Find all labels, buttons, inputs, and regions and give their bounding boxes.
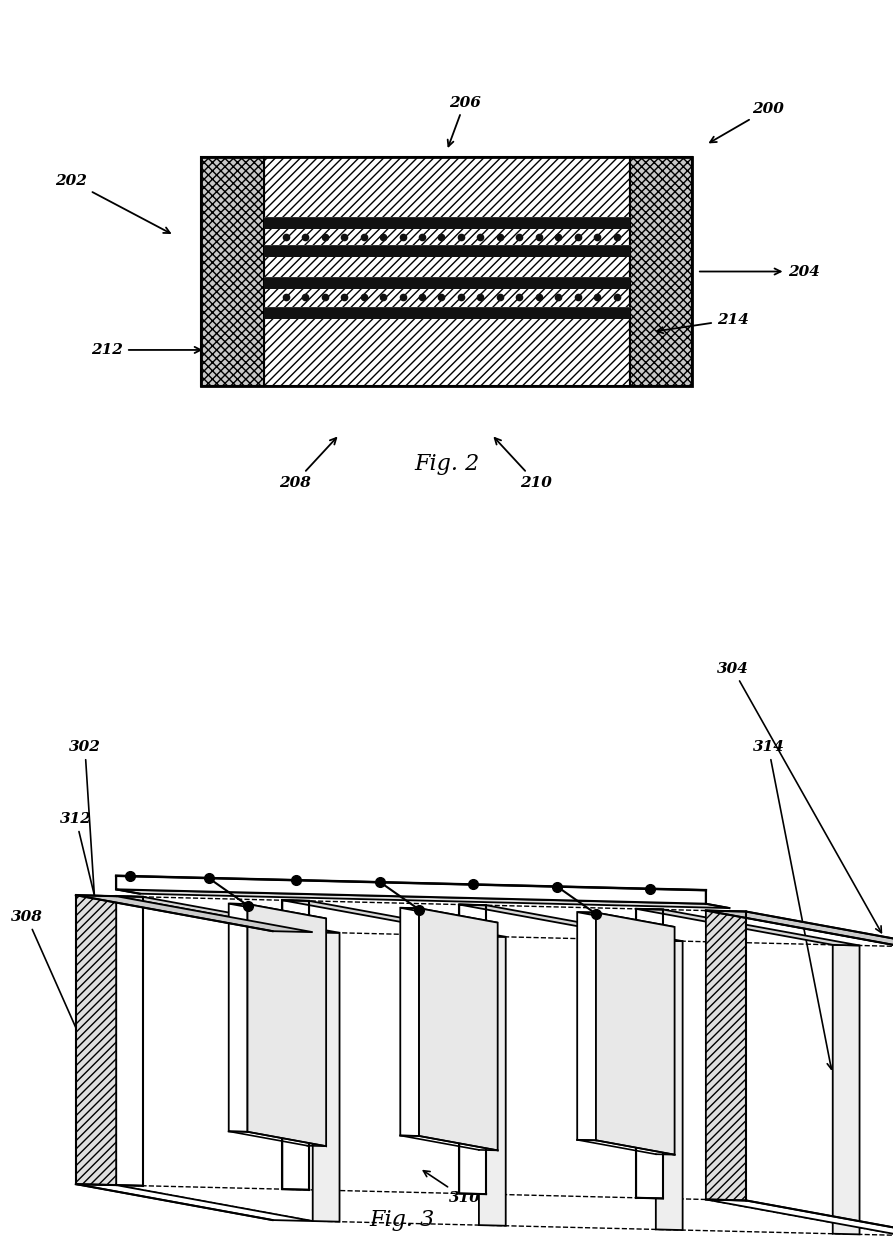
Text: 310: 310 — [423, 1170, 480, 1205]
Polygon shape — [400, 908, 497, 923]
Bar — [630, 157, 692, 386]
Polygon shape — [832, 945, 859, 1234]
Bar — [263, 245, 630, 256]
Bar — [201, 157, 692, 386]
Polygon shape — [636, 909, 859, 945]
Polygon shape — [577, 913, 674, 926]
Text: Fig. 3: Fig. 3 — [369, 1209, 435, 1231]
Polygon shape — [247, 904, 326, 1146]
Polygon shape — [313, 933, 339, 1222]
Polygon shape — [459, 905, 486, 1194]
Polygon shape — [76, 1184, 313, 1221]
Text: 304: 304 — [716, 661, 880, 933]
Polygon shape — [76, 895, 313, 933]
Polygon shape — [76, 895, 116, 1185]
Text: 302: 302 — [69, 740, 103, 978]
Polygon shape — [229, 904, 326, 919]
Polygon shape — [705, 1199, 893, 1237]
Text: 214: 214 — [656, 313, 748, 333]
Text: 212: 212 — [91, 343, 201, 357]
Text: 204: 204 — [699, 264, 820, 279]
Bar — [201, 157, 263, 386]
Text: 308: 308 — [11, 910, 106, 1096]
Text: 200: 200 — [710, 102, 784, 142]
Polygon shape — [282, 900, 505, 936]
Polygon shape — [419, 909, 497, 1150]
Bar — [263, 157, 630, 386]
Polygon shape — [705, 910, 746, 1200]
Polygon shape — [705, 910, 893, 948]
Polygon shape — [116, 896, 339, 933]
Bar — [263, 277, 630, 289]
Polygon shape — [229, 904, 247, 1131]
Text: 208: 208 — [279, 437, 336, 490]
Bar — [263, 307, 630, 319]
Text: 312: 312 — [60, 812, 129, 1037]
Bar — [263, 217, 630, 229]
Polygon shape — [400, 908, 419, 1136]
Polygon shape — [479, 936, 505, 1226]
Polygon shape — [636, 909, 663, 1198]
Text: 202: 202 — [55, 173, 170, 233]
Polygon shape — [116, 896, 143, 1185]
Polygon shape — [459, 905, 682, 941]
Text: 206: 206 — [447, 96, 480, 146]
Polygon shape — [577, 913, 596, 1140]
Text: 314: 314 — [752, 740, 833, 1070]
Text: 210: 210 — [495, 437, 552, 490]
Polygon shape — [282, 900, 309, 1190]
Polygon shape — [116, 876, 705, 904]
Text: Fig. 2: Fig. 2 — [413, 453, 480, 475]
Polygon shape — [596, 913, 674, 1155]
Polygon shape — [116, 890, 729, 908]
Polygon shape — [655, 940, 682, 1231]
